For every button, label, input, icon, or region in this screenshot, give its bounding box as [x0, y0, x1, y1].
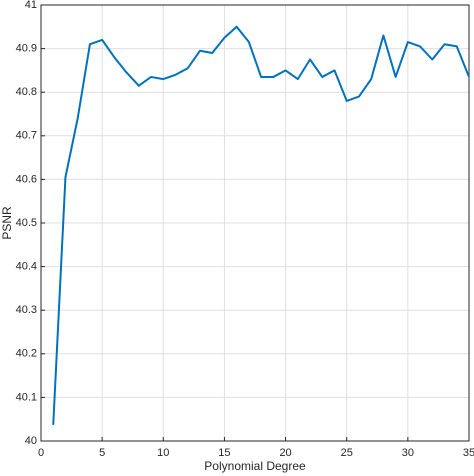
y-tick-label: 40.4 — [16, 261, 37, 273]
x-tick-label: 5 — [99, 447, 105, 459]
y-tick-label: 40.5 — [16, 217, 37, 229]
axes-frame — [40, 4, 470, 442]
x-tick-label: 10 — [157, 447, 169, 459]
x-tick-label: 25 — [341, 447, 353, 459]
y-tick-label: 40.1 — [16, 391, 37, 403]
x-tick-label: 20 — [279, 447, 291, 459]
y-tick-label: 41 — [25, 0, 37, 11]
x-tick-label: 0 — [38, 447, 44, 459]
data-line — [52, 25, 470, 425]
x-tick-label: 30 — [402, 447, 414, 459]
y-tick-label: 40.2 — [16, 348, 37, 360]
x-axis-label: Polynomial Degree — [204, 459, 306, 473]
y-tick-label: 40 — [25, 435, 37, 447]
x-tick-label: 15 — [218, 447, 230, 459]
x-tick-label: 35 — [463, 447, 474, 459]
y-tick-label: 40.9 — [16, 43, 37, 55]
y-axis-label: PSNR — [0, 206, 14, 240]
y-tick-label: 40.8 — [16, 86, 37, 98]
y-tick-label: 40.7 — [16, 130, 37, 142]
y-tick-label: 40.6 — [16, 173, 37, 185]
y-tick-label: 40.3 — [16, 304, 37, 316]
